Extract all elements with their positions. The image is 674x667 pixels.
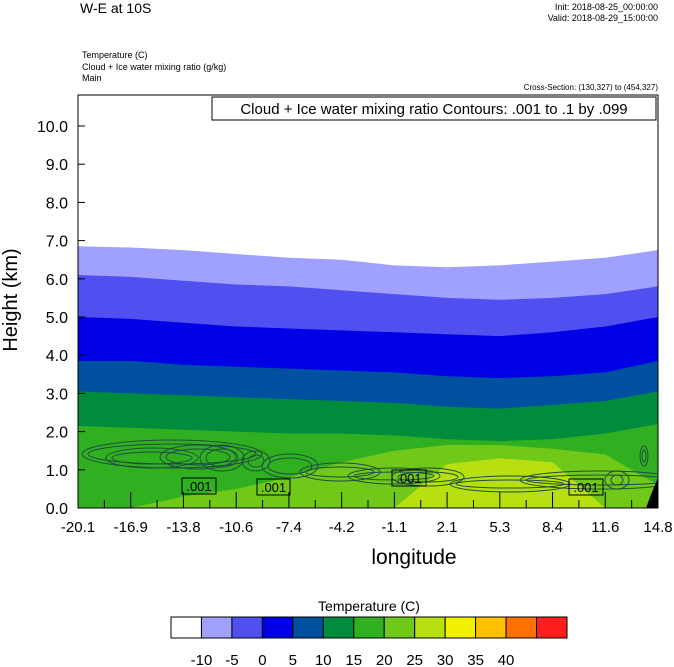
y-tick-label-7: 7.0 [46,234,68,251]
valid-time: Valid: 2018-08-29_15:00:00 [547,13,658,23]
y-tick-label-3: 3.0 [46,386,68,403]
colorbar-label-1: -5 [225,652,238,667]
y-axis-label: Height (km) [0,248,22,351]
colorbar-swatch-3 [261,616,294,639]
x-tick-label-0: -20.1 [61,519,95,536]
colorbar-label-6: 20 [376,652,393,667]
colorbar-label-8: 30 [437,652,454,667]
contour-ring-2 [159,444,237,470]
field-label-temperature: Temperature (C) [82,50,148,60]
y-tick-label-0: 0.0 [46,501,68,518]
contour-ring-inner-1 [111,451,193,465]
contour-ring-1 [105,447,199,469]
colorbar-label-4: 10 [315,652,332,667]
colorbar-label-2: 0 [258,652,266,667]
contour-ring-inner-8 [397,471,459,483]
contour-ring-inner-10 [525,474,658,486]
contour-ring-10 [519,470,658,490]
contour-ring-inner-3 [205,448,239,468]
x-tick-label-7: 2.1 [437,519,458,536]
contour-label-1: .001 [261,480,286,495]
contour-label-2: .001 [396,471,421,486]
colorbar-swatch-4 [292,616,324,639]
contour-ring-3 [199,444,245,472]
y-tick-label-1: 1.0 [46,463,68,480]
y-tick-label-4: 4.0 [46,348,68,365]
y-tick-label-2: 2.0 [46,425,68,442]
colorbar-label-5: 15 [345,652,362,667]
contour-label-box-2 [391,469,427,487]
contour-ring-11 [604,470,630,490]
colorbar-swatch-9 [444,616,477,639]
y-tick-label-9: 9.0 [46,157,68,174]
x-axis-label: longitude [371,546,456,569]
contour-ring-inner-12 [641,449,647,463]
colorbar-swatch-6 [353,616,385,639]
contour-ring-inner-11 [610,474,624,486]
contour-ring-5 [261,453,319,479]
y-tick-label-8: 8.0 [46,195,68,212]
contour-label-0: .001 [186,479,211,494]
colorbar-swatch-5 [322,616,355,639]
x-axis: -20.1 -16.9 -13.8 -10.6 -7.4 -4.2 -1.1 2.1 5.3 8.… [61,492,673,536]
x-tick-label-2: -13.8 [166,519,200,536]
contour-ring-4 [241,450,271,472]
colorbar-label-10: 40 [498,652,515,667]
cross-section-label: Cross-Section: (130,327) to (454,327) [523,83,658,92]
field-label-cloud-ice: Cloud + Ice water mixing ratio (g/kg) [82,62,227,72]
terrain [646,478,658,508]
colorbar: -10 -5 0 5 10 15 20 25 30 35 40 [170,616,568,667]
x-tick-label-3: -10.6 [219,519,253,536]
contour-ring-0 [81,439,263,469]
x-tick-label-4: -7.4 [276,519,302,536]
contour-info-box: Cloud + Ice water mixing ratio Contours:… [211,96,657,121]
contour-ring-12 [639,445,649,467]
contour-label-box-1 [256,478,291,496]
colorbar-swatch-11 [505,616,538,639]
colorbar-label-0: -10 [191,652,213,667]
contour-label-box-3 [568,478,604,496]
init-time: Init: 2018-08-25_00:00:00 [554,2,658,12]
colorbar-title: Temperature (C) [318,598,420,614]
colorbar-swatch-0 [170,616,202,639]
x-tick-label-1: -16.9 [114,519,148,536]
colorbar-swatch-12 [536,616,568,639]
x-tick-label-6: -1.1 [381,519,407,536]
colorbar-swatch-7 [383,616,416,639]
contour-ring-9 [449,475,571,493]
colorbar-swatch-1 [200,616,233,639]
contour-label-3: .001 [573,480,598,495]
contour-ring-7 [347,467,441,485]
y-tick-label-5: 5.0 [46,310,68,327]
plot-title: W-E at 10S [80,0,152,16]
colorbar-label-7: 25 [406,652,423,667]
colorbar-swatch-2 [231,616,263,639]
x-tick-label-8: 5.3 [489,519,510,536]
y-tick-label-10: 10.0 [37,119,68,136]
contour-info-text: Cloud + Ice water mixing ratio Contours:… [240,101,627,118]
contour-label-box-0 [181,477,217,495]
contour-ring-inner-2 [165,448,231,466]
colorbar-label-9: 35 [467,652,484,667]
y-tick-label-6: 6.0 [46,272,68,289]
y-axis: 0.0 1.0 2.0 3.0 4.0 5.0 6.0 7.0 8.0 9.0 10.0 [37,119,85,518]
x-tick-label-5: -4.2 [329,519,355,536]
field-label-main: Main [82,73,102,83]
cloud-ice-contours: .001 .001 .001 .001 [81,439,658,508]
colorbar-label-3: 5 [289,652,297,667]
x-tick-label-9: 8.4 [542,519,563,536]
temperature-band-7 [78,458,658,508]
x-tick-label-11: 14.8 [643,519,672,536]
colorbar-swatch-10 [475,616,507,639]
contour-ring-inner-0 [87,443,257,465]
colorbar-swatch-8 [414,616,446,639]
contour-ring-inner-6 [305,466,375,478]
x-tick-label-10: 11.6 [591,519,619,536]
